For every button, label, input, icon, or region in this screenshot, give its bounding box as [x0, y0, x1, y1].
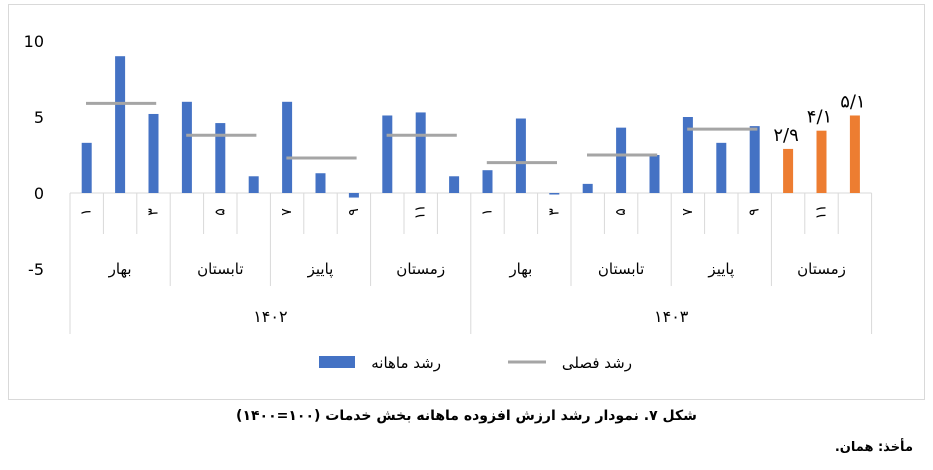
month-tick-label: ۱۱ [413, 204, 429, 219]
monthly-bar [282, 101, 293, 193]
month-tick-label: ۵ [613, 208, 629, 216]
season-label: بهار [508, 260, 532, 278]
month-tick-label: ۹ [747, 208, 763, 216]
month-tick-label: ۳ [546, 208, 562, 216]
monthly-bar [749, 126, 760, 193]
monthly-bar [148, 113, 159, 193]
monthly-bar [315, 173, 326, 193]
year-label: ۱۴۰۳ [654, 307, 689, 326]
monthly-bar [649, 155, 660, 193]
monthly-bar [115, 56, 126, 194]
monthly-bar [549, 193, 560, 195]
season-label: تابستان [197, 260, 243, 278]
month-tick-label: ۱ [79, 208, 95, 216]
figure-caption: شکل ۷. نمودار رشد ارزش افزوده ماهانه بخش… [236, 408, 697, 424]
month-tick-label: ۷ [279, 208, 295, 216]
month-tick-label: ۵ [212, 208, 228, 216]
legend-label-seasonal: رشد فصلی [562, 354, 632, 372]
season-label: پاییز [707, 260, 734, 279]
legend-swatch-monthly [319, 356, 355, 368]
legend-label-monthly: رشد ماهانه [371, 354, 441, 372]
monthly-bar [482, 170, 493, 193]
monthly-bar [716, 142, 727, 193]
season-label: بهار [108, 260, 132, 278]
month-tick-label: ۷ [680, 208, 696, 216]
y-tick-label: -5 [28, 260, 44, 279]
monthly-bar [816, 130, 827, 193]
month-tick-label: ۳ [146, 208, 162, 216]
monthly-bar [81, 142, 92, 193]
monthly-bar [515, 118, 526, 193]
monthly-bar [682, 117, 693, 193]
monthly-bar [449, 176, 460, 193]
y-tick-label: 0 [34, 184, 44, 203]
data-label: ۴/۱ [807, 107, 832, 128]
month-tick-label: ۱ [480, 208, 496, 216]
season-label: پاییز [307, 260, 334, 279]
monthly-bar [382, 115, 393, 193]
data-label: ۵/۱ [840, 91, 865, 112]
data-label: ۲/۹ [773, 125, 798, 146]
monthly-bar [582, 183, 593, 193]
month-tick-label: ۹ [346, 208, 362, 216]
season-label: زمستان [396, 260, 445, 278]
monthly-bar [415, 112, 426, 193]
monthly-bar [181, 101, 192, 193]
season-label: تابستان [598, 260, 644, 278]
month-tick-label: ۱۱ [814, 204, 830, 219]
monthly-bar [849, 115, 860, 193]
monthly-bar [348, 193, 359, 198]
monthly-bar [616, 127, 627, 193]
chart-frame [8, 4, 925, 400]
year-label: ۱۴۰۲ [253, 307, 287, 326]
chart: 10 5 0 -5 ۱ ۳ بهار ۵ تابستان ۷ ۹ پاییز ۱۱ زمستان ۱۴۰۲ ۱… [24, 32, 873, 372]
monthly-bar [248, 176, 259, 193]
source-note: مأخذ: همان. [834, 440, 913, 455]
monthly-bar [215, 123, 226, 193]
monthly-bar [783, 148, 794, 193]
y-tick-label: 10 [24, 32, 44, 51]
season-label: زمستان [797, 260, 846, 278]
y-tick-label: 5 [34, 108, 44, 127]
